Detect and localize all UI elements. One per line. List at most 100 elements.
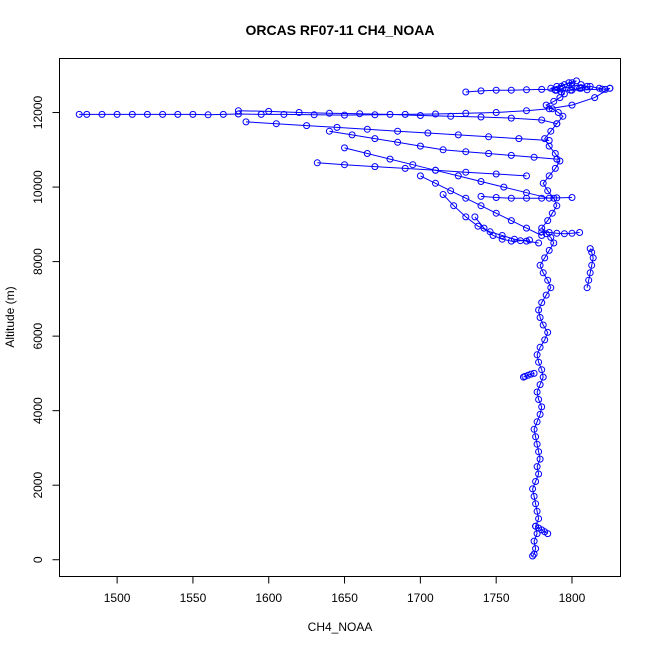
series-line [79,87,611,116]
data-point [545,137,553,144]
data-point [416,172,424,180]
y-tick-label: 0 [31,556,45,563]
data-point [536,314,544,321]
data-point [474,222,482,230]
data-point [341,111,348,119]
data-point [547,127,555,135]
data-point [280,110,288,118]
data-point [538,366,546,374]
data-point [489,232,497,239]
data-point [471,213,479,221]
data-point [524,371,532,379]
data-point [535,470,543,478]
data-point [477,178,485,185]
y-tick-label: 4000 [31,397,45,424]
data-point [204,111,212,119]
data-point [98,110,106,118]
x-axis-label: CH4_NOAA [308,620,373,634]
data-point [515,135,523,143]
data-point [532,545,540,553]
data-point [532,500,540,508]
y-tick-label: 12000 [31,96,45,130]
data-point [538,228,546,236]
data-point [536,261,544,269]
data-series [520,369,538,381]
data-point [348,131,356,139]
data-point [128,110,136,118]
data-point [363,125,371,133]
data-series [583,245,597,292]
data-point [535,448,543,456]
data-point [545,246,553,254]
data-point [591,94,599,102]
data-point [539,321,547,329]
x-axis: 1500 1550 1600 1650 1700 1750 1800 [104,576,586,605]
data-point [523,224,530,232]
data-point [265,107,273,115]
data-point [550,97,558,105]
data-point [538,85,546,93]
data-point [520,373,527,381]
series-line [420,175,542,236]
data-point [234,107,242,115]
data-series [234,107,561,128]
data-point [568,101,576,109]
data-point [498,235,506,243]
plot-marks [75,77,614,560]
data-point [533,388,541,396]
data-point [394,127,402,135]
data-point [462,194,470,202]
data-point [507,86,515,94]
data-point [498,232,506,239]
data-point [583,284,591,292]
data-point [242,118,250,126]
series-line [474,216,530,242]
series-line [465,88,603,93]
y-tick-label: 10000 [31,170,45,204]
data-point [541,254,549,262]
data-point [507,194,515,202]
x-tick-label: 1650 [331,591,358,605]
data-point [547,284,555,292]
data-point [303,122,311,130]
data-point [492,86,500,94]
data-point [568,229,576,237]
data-point [492,209,500,217]
data-point [545,229,553,236]
data-point [530,153,538,161]
data-point [539,373,547,381]
data-point [550,239,558,247]
data-point [477,192,485,200]
data-point [533,440,541,448]
data-point [530,537,538,545]
data-point [462,88,470,96]
data-point [568,79,576,87]
data-point [541,336,549,344]
series-line [442,194,539,244]
data-point [219,110,227,118]
data-point [159,110,167,118]
x-tick-label: 1550 [180,591,207,605]
data-point [548,209,556,217]
data-point [523,107,530,115]
data-point [535,239,543,247]
data-point [530,425,538,433]
data-point [533,351,541,359]
data-point [462,148,470,156]
data-point [356,110,364,118]
data-point [598,85,606,93]
data-point [545,172,553,180]
data-point [507,217,515,225]
x-tick-label: 1700 [407,591,434,605]
data-point [75,110,83,118]
data-point [553,202,561,210]
x-tick-label: 1750 [483,591,510,605]
data-point [450,202,458,210]
data-point [539,269,547,277]
data-point [553,229,561,237]
data-point [535,515,543,523]
data-point [454,172,462,180]
data-point [568,194,576,201]
data-point [477,87,485,95]
